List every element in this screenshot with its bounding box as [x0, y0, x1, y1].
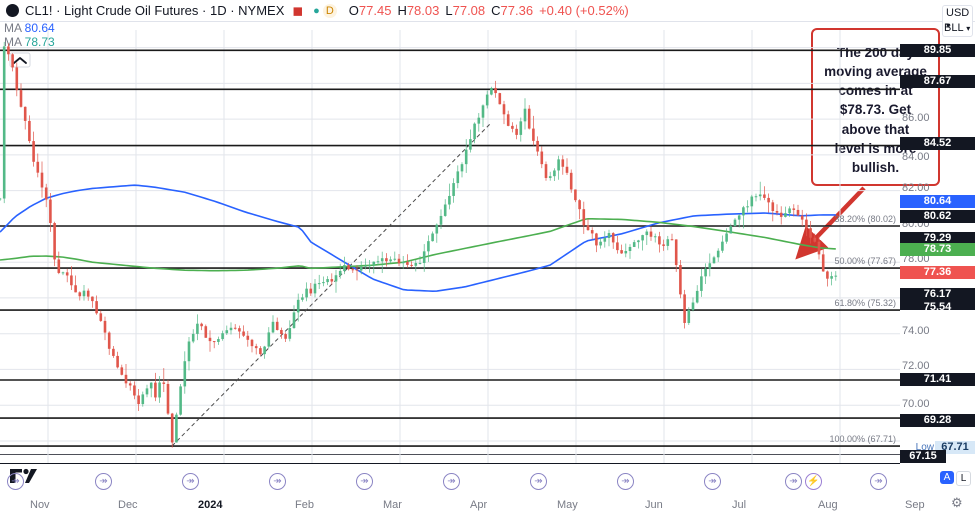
- svg-text:61.80% (75.32): 61.80% (75.32): [834, 298, 896, 308]
- svg-text:100.00% (67.71): 100.00% (67.71): [829, 434, 896, 444]
- svg-text:38.20% (80.02): 38.20% (80.02): [834, 214, 896, 224]
- svg-text:50.00% (77.67): 50.00% (77.67): [834, 256, 896, 266]
